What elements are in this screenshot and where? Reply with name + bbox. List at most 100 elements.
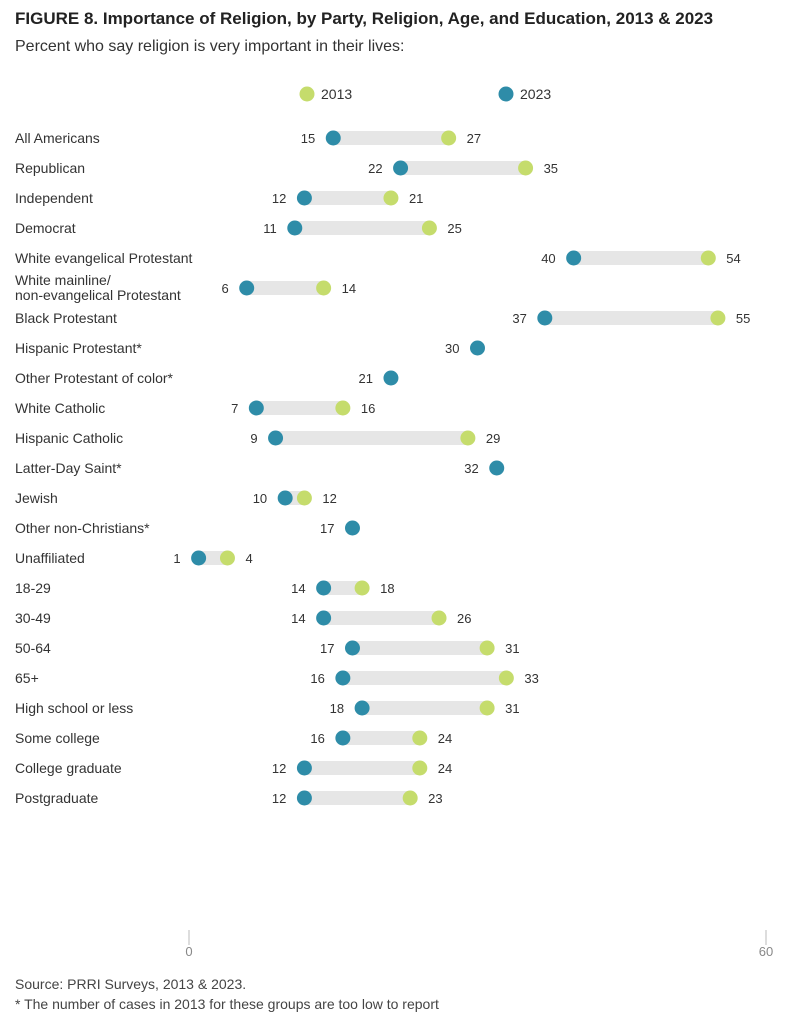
point-2013: [402, 790, 418, 806]
point-2013: [316, 280, 332, 296]
value-label-2013: 18: [380, 581, 394, 596]
value-label-2023: 14: [291, 581, 305, 596]
row-label: 30-49: [15, 610, 51, 626]
value-label-2013: 54: [726, 251, 740, 266]
row-label: College graduate: [15, 760, 122, 776]
point-2023: [277, 490, 293, 506]
point-2023: [316, 610, 332, 626]
point-2023: [344, 520, 360, 536]
point-2013: [700, 250, 716, 266]
value-label-2023: 16: [310, 731, 324, 746]
row-label: Jewish: [15, 490, 58, 506]
point-2023: [537, 310, 553, 326]
value-label-2023: 1: [173, 551, 180, 566]
value-label-2013: 35: [544, 161, 558, 176]
chart-subtitle: Percent who say religion is very importa…: [15, 38, 405, 55]
point-2023: [296, 760, 312, 776]
point-2013: [219, 550, 235, 566]
row-label: Postgraduate: [15, 790, 98, 806]
point-2013: [498, 670, 514, 686]
row-label: Hispanic Catholic: [15, 430, 123, 446]
value-label-2013: 14: [342, 281, 356, 296]
value-label-2013: 12: [322, 491, 336, 506]
row-label: 65+: [15, 670, 39, 686]
source-note: Source: PRRI Surveys, 2013 & 2023.: [15, 976, 247, 992]
point-2023: [287, 220, 303, 236]
point-2013: [518, 160, 534, 176]
point-2023: [470, 340, 485, 356]
row-label: Black Protestant: [15, 310, 117, 326]
legend-marker-2023: [498, 86, 514, 102]
value-label-2023: 16: [310, 671, 324, 686]
row-label: 50-64: [15, 640, 51, 656]
point-2013: [335, 400, 351, 416]
value-label-2013: 26: [457, 611, 471, 626]
x-tick-label: 0: [185, 944, 192, 959]
value-label-2023: 18: [330, 701, 344, 716]
value-label-2023: 22: [368, 161, 382, 176]
row-label: Hispanic Protestant*: [15, 340, 142, 356]
value-label-2023: 37: [512, 311, 526, 326]
point-2013: [421, 220, 437, 236]
legend-marker-2013: [299, 86, 315, 102]
point-2013: [441, 130, 457, 146]
point-2023: [383, 370, 399, 386]
value-label-2013: 33: [524, 671, 538, 686]
point-2023: [393, 160, 409, 176]
value-label-2023: 6: [221, 281, 228, 296]
point-2023: [489, 460, 505, 476]
point-2023: [191, 550, 207, 566]
value-label-2013: 24: [438, 731, 452, 746]
value-label-2013: 55: [736, 311, 750, 326]
value-label-2023: 14: [291, 611, 305, 626]
point-2023: [354, 700, 370, 716]
value-label-2023: 30: [445, 341, 459, 356]
row-label: High school or less: [15, 700, 133, 716]
value-label-2023: 15: [301, 131, 315, 146]
value-label-2013: 29: [486, 431, 500, 446]
point-2023: [344, 640, 360, 656]
point-2023: [335, 670, 351, 686]
legend-label-2013: 2013: [321, 86, 352, 102]
point-2013: [383, 190, 399, 206]
value-label-2023: 12: [272, 791, 286, 806]
row-label: 18-29: [15, 580, 51, 596]
row-label: Democrat: [15, 220, 76, 236]
value-label-2023: 12: [272, 761, 286, 776]
value-label-2013: 31: [505, 641, 519, 656]
value-label-2023: 32: [464, 461, 478, 476]
point-2013: [479, 700, 495, 716]
value-label-2023: 17: [320, 521, 334, 536]
point-2023: [566, 250, 582, 266]
row-label: Other non-Christians*: [15, 520, 150, 536]
value-label-2023: 9: [250, 431, 257, 446]
value-label-2013: 25: [447, 221, 461, 236]
point-2023: [248, 400, 264, 416]
value-label-2023: 10: [253, 491, 267, 506]
point-2023: [268, 430, 284, 446]
x-tick-label: 60: [759, 944, 773, 959]
chart-title: FIGURE 8. Importance of Religion, by Par…: [15, 9, 714, 28]
value-label-2023: 12: [272, 191, 286, 206]
row-label: White Catholic: [15, 400, 105, 416]
value-label-2023: 17: [320, 641, 334, 656]
value-label-2013: 4: [245, 551, 252, 566]
point-2023: [316, 580, 332, 596]
point-2023: [325, 130, 341, 146]
row-label: Independent: [15, 190, 93, 206]
point-2013: [354, 580, 370, 596]
row-label: Republican: [15, 160, 85, 176]
point-2023: [296, 790, 312, 806]
point-2023: [239, 280, 255, 296]
point-2013: [412, 760, 428, 776]
point-2013: [479, 640, 495, 656]
point-2013: [412, 730, 428, 746]
value-label-2023: 7: [231, 401, 238, 416]
value-label-2023: 11: [263, 221, 277, 236]
row-label: Some college: [15, 730, 100, 746]
value-label-2023: 40: [541, 251, 555, 266]
point-2013: [296, 490, 312, 506]
point-2013: [710, 310, 726, 326]
row-label: Unaffiliated: [15, 550, 85, 566]
